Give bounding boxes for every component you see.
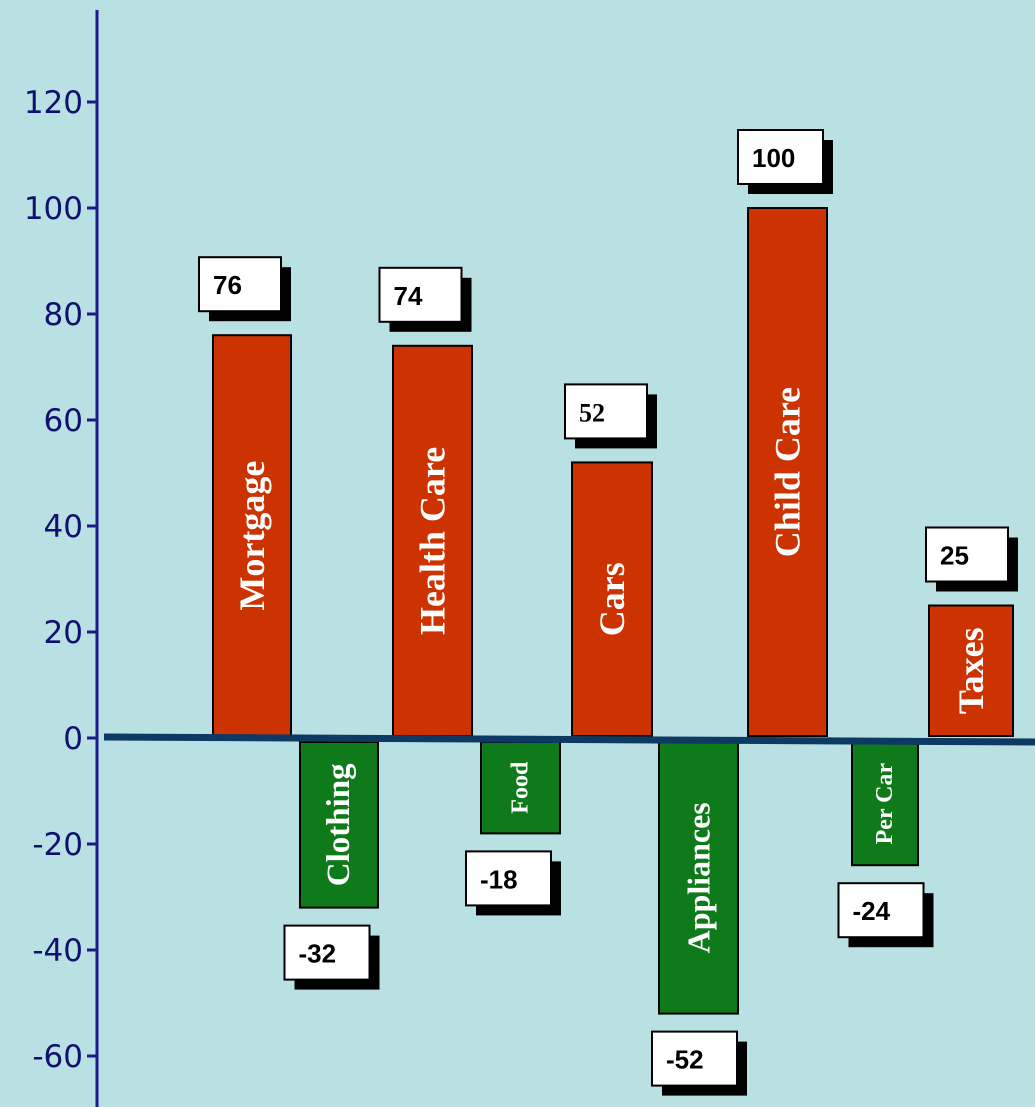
bars: Mortgage Clothing Health Care Food Cars Appli…: [212, 207, 1014, 1015]
value-box: 25: [925, 526, 1018, 592]
value-box: -18: [465, 850, 561, 916]
data-label: 76: [213, 270, 242, 300]
data-label: 100: [752, 143, 795, 173]
bar: [658, 741, 739, 1015]
y-tick-label: -60: [32, 1039, 83, 1075]
value-box-frame: [737, 129, 824, 185]
value-box: 100: [737, 129, 833, 194]
y-axis: 120 100 80 60 40 20 0 -20 -40 -60: [24, 10, 99, 1107]
value-box-frame: [198, 256, 282, 313]
y-tick-label: 120: [24, 85, 83, 121]
data-label: -32: [299, 939, 337, 969]
y-tick-label: 60: [44, 403, 83, 439]
value-box-frame: [651, 1030, 738, 1087]
baseline-line: [103, 733, 1035, 746]
y-tick-label: 0: [63, 721, 83, 757]
data-label: 74: [394, 281, 423, 311]
bar-category-label: Food: [508, 761, 534, 814]
bar-category-label: Cars: [592, 562, 632, 636]
value-box-frame: [378, 266, 463, 323]
bar-category-label: Clothing: [321, 763, 357, 886]
data-label: -52: [666, 1045, 704, 1075]
value-box-frame: [283, 924, 371, 981]
value-box: -32: [283, 924, 380, 990]
bar: [928, 604, 1014, 737]
bar: [392, 344, 473, 737]
bar-category-label: Mortgage: [232, 461, 272, 611]
zero-baseline: [103, 733, 1035, 746]
bar: [851, 741, 919, 867]
bar-category-label: Appliances: [681, 802, 717, 953]
bar-category-label: Health Care: [413, 447, 453, 635]
value-box: -24: [837, 882, 934, 948]
y-tick-label: -40: [32, 933, 83, 969]
value-box: -52: [651, 1030, 747, 1096]
bar: [299, 741, 379, 909]
value-box-frame: [564, 383, 648, 440]
data-label: -24: [853, 896, 891, 926]
y-tick-label: -20: [32, 827, 83, 863]
data-label: 25: [940, 541, 969, 571]
y-tick-label: 20: [44, 615, 83, 651]
y-tick-label: 40: [44, 509, 83, 545]
y-tick-label: 80: [44, 297, 83, 333]
y-tick-label: 100: [24, 191, 83, 227]
bar: [747, 207, 828, 737]
bar: [571, 461, 653, 737]
value-box: 76: [198, 256, 291, 322]
value-box: 52: [564, 383, 657, 449]
bar: [480, 741, 561, 835]
bar: [212, 334, 292, 737]
data-label: 52: [579, 398, 605, 427]
value-box-frame: [465, 850, 552, 907]
value-box-frame: [925, 526, 1009, 583]
data-label: -18: [480, 864, 518, 894]
bar-category-label: Child Care: [768, 387, 808, 557]
value-box-frame: [837, 882, 925, 939]
value-boxes: 76 -32 74 -18 52 -52 100 -24 25: [198, 129, 1018, 1096]
bar-category-label: Per Car: [872, 762, 898, 844]
value-box: 74: [378, 266, 472, 332]
bar-category-label: Taxes: [951, 627, 991, 714]
